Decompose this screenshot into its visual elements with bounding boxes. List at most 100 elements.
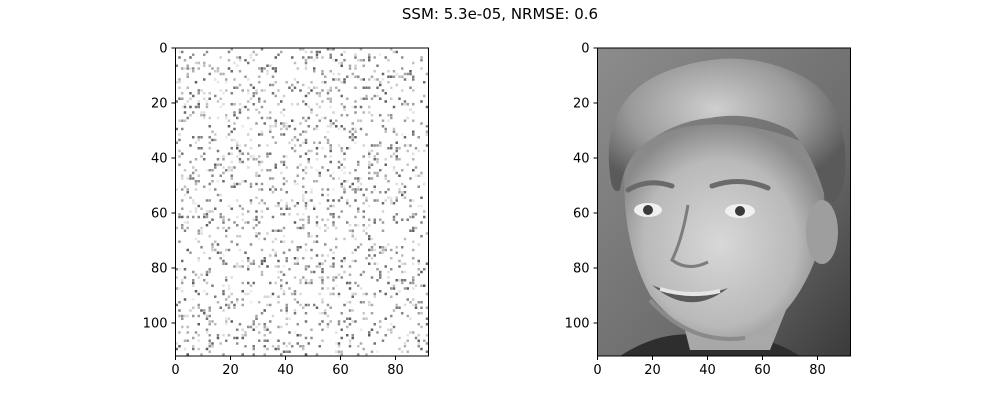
noise-pixel xyxy=(332,263,334,265)
noise-pixel xyxy=(360,59,362,61)
noise-pixel xyxy=(250,290,252,292)
noise-pixel xyxy=(324,117,326,119)
noise-pixel xyxy=(261,216,263,218)
noise-pixel xyxy=(352,309,354,311)
noise-pixel xyxy=(264,334,266,336)
noise-pixel xyxy=(222,219,224,221)
noise-pixel xyxy=(341,62,343,64)
noise-pixel xyxy=(415,337,417,339)
noise-pixel xyxy=(360,98,362,100)
noise-pixel xyxy=(261,133,263,135)
noise-pixel xyxy=(330,155,332,157)
noise-pixel xyxy=(398,337,400,339)
noise-pixel xyxy=(297,67,299,69)
noise-pixel xyxy=(363,301,365,303)
noise-pixel xyxy=(327,276,329,278)
noise-pixel xyxy=(308,199,310,201)
noise-pixel xyxy=(200,208,202,210)
noise-pixel xyxy=(357,59,359,61)
noise-pixel xyxy=(313,241,315,243)
noise-pixel xyxy=(195,180,197,182)
noise-pixel xyxy=(385,318,387,320)
noise-pixel xyxy=(233,265,235,267)
noise-pixel xyxy=(198,147,200,149)
left-y-tick-label: 40 xyxy=(151,152,168,167)
noise-pixel xyxy=(209,323,211,325)
noise-pixel xyxy=(264,67,266,69)
noise-pixel xyxy=(374,158,376,160)
noise-pixel xyxy=(349,205,351,207)
noise-pixel xyxy=(189,175,191,177)
noise-pixel xyxy=(198,334,200,336)
noise-pixel xyxy=(283,161,285,163)
noise-pixel xyxy=(308,125,310,127)
noise-pixel xyxy=(418,323,420,325)
right-y-tick-label: 60 xyxy=(573,207,590,222)
noise-pixel xyxy=(261,70,263,72)
noise-pixel xyxy=(382,89,384,91)
noise-pixel xyxy=(184,111,186,113)
noise-pixel xyxy=(313,271,315,273)
noise-pixel xyxy=(352,139,354,141)
noise-pixel xyxy=(195,208,197,210)
noise-pixel xyxy=(258,144,260,146)
noise-pixel xyxy=(343,51,345,53)
noise-pixel xyxy=(187,227,189,229)
noise-pixel xyxy=(275,81,277,83)
noise-pixel xyxy=(398,348,400,350)
noise-pixel xyxy=(368,59,370,61)
noise-pixel xyxy=(225,136,227,138)
noise-pixel xyxy=(272,177,274,179)
noise-pixel xyxy=(310,279,312,281)
noise-pixel xyxy=(352,334,354,336)
noise-pixel xyxy=(280,326,282,328)
noise-pixel xyxy=(275,265,277,267)
noise-pixel xyxy=(327,169,329,171)
noise-pixel xyxy=(211,131,213,133)
noise-pixel xyxy=(316,103,318,105)
noise-pixel xyxy=(231,320,233,322)
noise-pixel xyxy=(288,331,290,333)
noise-pixel xyxy=(181,175,183,177)
noise-pixel xyxy=(198,175,200,177)
noise-pixel xyxy=(220,106,222,108)
noise-pixel xyxy=(368,219,370,221)
noise-pixel xyxy=(214,208,216,210)
noise-pixel xyxy=(368,150,370,152)
noise-pixel xyxy=(387,188,389,190)
noise-pixel xyxy=(250,128,252,130)
noise-pixel xyxy=(423,210,425,212)
noise-pixel xyxy=(401,89,403,91)
noise-pixel xyxy=(244,221,246,223)
noise-pixel xyxy=(335,59,337,61)
noise-pixel xyxy=(294,87,296,89)
noise-pixel xyxy=(258,164,260,166)
noise-pixel xyxy=(385,164,387,166)
noise-pixel xyxy=(376,95,378,97)
noise-pixel xyxy=(401,169,403,171)
noise-pixel xyxy=(291,293,293,295)
noise-pixel xyxy=(368,54,370,56)
noise-pixel xyxy=(390,331,392,333)
noise-pixel xyxy=(266,155,268,157)
noise-pixel xyxy=(357,210,359,212)
noise-pixel xyxy=(341,351,343,353)
noise-pixel xyxy=(264,323,266,325)
noise-pixel xyxy=(225,78,227,80)
noise-pixel xyxy=(376,351,378,353)
noise-pixel xyxy=(385,293,387,295)
noise-pixel xyxy=(379,274,381,276)
noise-pixel xyxy=(297,183,299,185)
noise-pixel xyxy=(401,103,403,105)
noise-pixel xyxy=(346,98,348,100)
noise-pixel xyxy=(280,188,282,190)
noise-pixel xyxy=(203,312,205,314)
noise-pixel xyxy=(371,150,373,152)
noise-pixel xyxy=(401,312,403,314)
noise-pixel xyxy=(409,282,411,284)
noise-pixel xyxy=(231,241,233,243)
noise-pixel xyxy=(277,271,279,273)
noise-pixel xyxy=(294,136,296,138)
noise-pixel xyxy=(181,106,183,108)
noise-pixel xyxy=(220,164,222,166)
